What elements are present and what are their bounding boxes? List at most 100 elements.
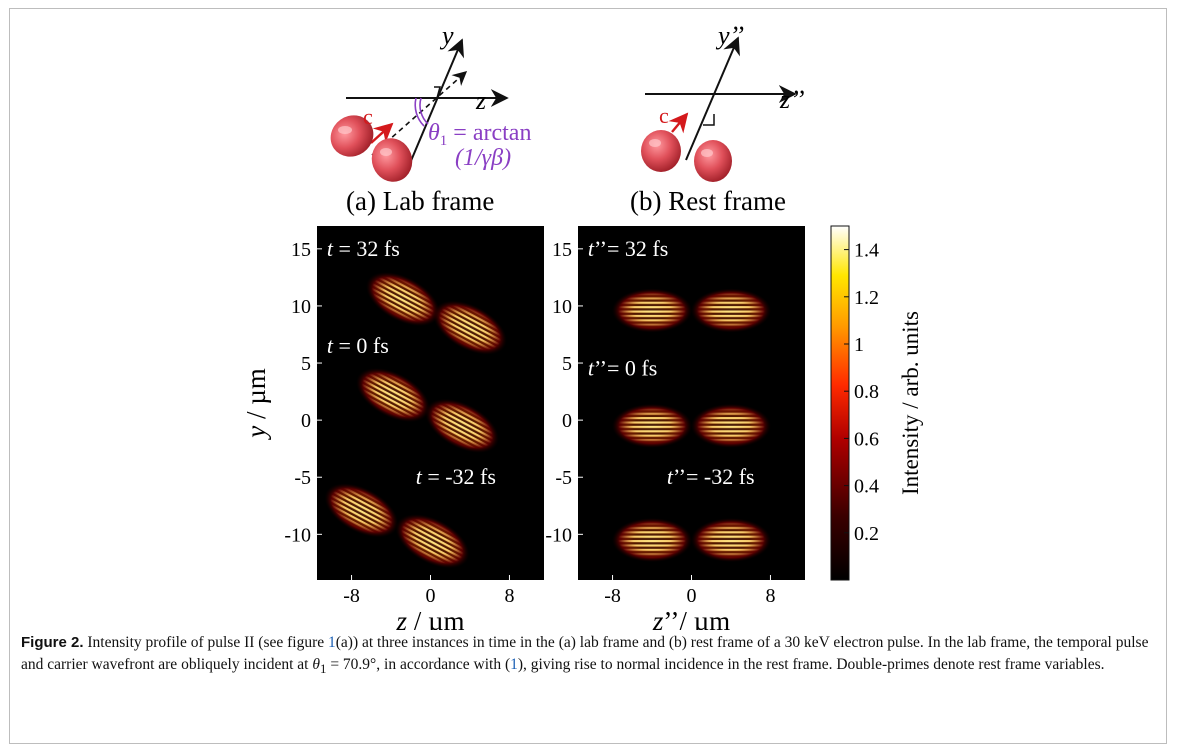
colorbar-tick-label: 1.4 [854, 240, 879, 262]
schematic-lab-frame: y z c θ1 = arctan (1/γβ) (a) Lab frame [330, 21, 531, 216]
colorbar-tick-label: 1.2 [854, 287, 879, 309]
y-tick-label: 5 [301, 353, 311, 375]
colorbar-tick-label: 0.8 [854, 381, 879, 403]
x-tick-label: 0 [687, 585, 697, 607]
electron-pulse-left [330, 115, 374, 157]
electron-pulse-right [371, 138, 413, 182]
time-label: t’’= -32 fs [667, 464, 755, 489]
time-label: t = 0 fs [327, 333, 389, 358]
pulse-fringes [618, 522, 687, 559]
caption-text: Intensity profile of pulse II (see figur… [83, 634, 328, 651]
axis-y-label: y’’ [715, 21, 744, 50]
intensity-pulse [612, 518, 693, 563]
x-tick-label: -8 [343, 585, 360, 607]
pulse-fringes [618, 292, 687, 329]
heatmap-lab-frame: t = 32 fs t = 0 fs t = -32 fs -8 0 8 15 10 5 0 -5 -… [241, 226, 544, 630]
intensity-pulse [612, 403, 693, 448]
y-tick-label: 5 [562, 353, 572, 375]
y-tick-label: 15 [291, 239, 311, 261]
x-axis-label: z / µm [395, 606, 464, 630]
y-axis-label: y’ / µm [502, 365, 532, 445]
caption-text: ), giving rise to normal incidence in th… [517, 655, 1105, 673]
colorbar-tick-label: 0.2 [854, 523, 879, 545]
c-label: c [659, 103, 669, 128]
colorbar-gradient [830, 225, 850, 581]
time-label: t = -32 fs [416, 464, 496, 489]
y-tick-label: -5 [294, 467, 311, 489]
right-angle-mark [703, 114, 715, 126]
y-tick-label: 10 [552, 296, 572, 318]
intensity-pulse [690, 403, 771, 448]
y-tick-label: -10 [545, 524, 572, 546]
theta-arc-inner [419, 97, 429, 125]
intensity-pulse [612, 288, 693, 333]
intensity-pulse [690, 518, 771, 563]
pulse-fringes [696, 292, 765, 329]
colorbar-tick-label: 0.6 [854, 428, 879, 450]
y-tick-label: 0 [301, 410, 311, 432]
c-label: c [363, 104, 373, 129]
caption-text: , in accordance with ( [376, 655, 511, 673]
colorbar-label: Intensity / arb. units [898, 311, 923, 495]
intensity-pulse [356, 367, 430, 423]
time-label: t’’= 0 fs [588, 356, 657, 381]
heatmap-rest-frame: t’’= 32 fs t’’= 0 fs t’’= -32 fs -8 0 8 15 10 5 0… [502, 226, 805, 630]
x-tick-label: -8 [604, 585, 621, 607]
intensity-pulse [425, 398, 499, 453]
y-tick-label: 10 [291, 296, 311, 318]
intensity-pulse [690, 288, 771, 333]
pulse-fringes [618, 407, 687, 444]
x-axis-label: z’’/ µm [652, 606, 730, 630]
intensity-pulse [395, 514, 470, 569]
pulse-fringes [361, 372, 425, 418]
time-label: t’’= 32 fs [588, 236, 668, 261]
pulse-fringes [696, 522, 765, 559]
caption-theta: θ [312, 655, 320, 673]
figure-caption: Figure 2. Intensity profile of pulse II … [21, 632, 1151, 679]
y-tick-label: 0 [562, 410, 572, 432]
caption-theta-sub: 1 [319, 660, 327, 676]
caption-label: Figure 2. [21, 634, 84, 651]
y-axis-arrow [685, 36, 740, 161]
x-tick-label: 0 [426, 585, 436, 607]
intensity-pulse [433, 300, 507, 355]
theta-arc-outer [414, 97, 425, 127]
electron-pulse-left [641, 130, 681, 172]
colorbar-tick-label: 1 [854, 334, 864, 356]
theta-formula-line1: θ1 = arctan [428, 120, 531, 149]
panel-a-title: (a) Lab frame [346, 186, 494, 216]
y-tick-label: 15 [552, 239, 572, 261]
time-label: t = 32 fs [327, 236, 400, 261]
axis-y-label: y [439, 21, 454, 50]
figure-frame [9, 8, 1167, 744]
theta-formula-line2: (1/γβ) [455, 145, 511, 171]
colorbar: Intensity / arb. units 1.4 1.2 1 0.8 0.6 0.4 0… [830, 225, 923, 581]
pulse-fringes [371, 276, 435, 322]
intensity-pulse [324, 483, 399, 538]
y-axis-label: y / µm [241, 368, 271, 441]
caption-text: (a)) at three instances in time in the (… [21, 634, 1149, 673]
c-velocity-arrow [370, 122, 394, 144]
pulse-fringes [696, 407, 765, 444]
caption-equation: = 70.9° [326, 655, 377, 673]
y-tick-label: -5 [555, 467, 572, 489]
figure-graphic: y z c θ1 = arctan (1/γβ) (a) Lab frame y… [241, 21, 923, 630]
pulse-fringes [330, 487, 393, 533]
axis-z-label: z [475, 86, 486, 115]
y-tick-label: -10 [284, 524, 311, 546]
caption-ref-link[interactable]: 1 [328, 634, 336, 651]
pulse-fringes [438, 305, 502, 351]
colorbar-tick-label: 0.4 [854, 476, 879, 498]
pulse-fringes [430, 403, 494, 449]
pulse-fringes [401, 518, 464, 564]
axis-z-label: z’’ [779, 85, 805, 114]
x-tick-label: 8 [504, 585, 514, 607]
c-velocity-arrow [668, 112, 689, 134]
caption-ref-link[interactable]: 1 [510, 655, 518, 673]
electron-pulse-right [694, 140, 732, 182]
intensity-pulse [366, 272, 440, 327]
x-tick-label: 8 [765, 585, 775, 607]
right-angle-mark [434, 86, 441, 99]
y-axis-arrow [404, 38, 464, 176]
heatmap-background [578, 226, 805, 580]
